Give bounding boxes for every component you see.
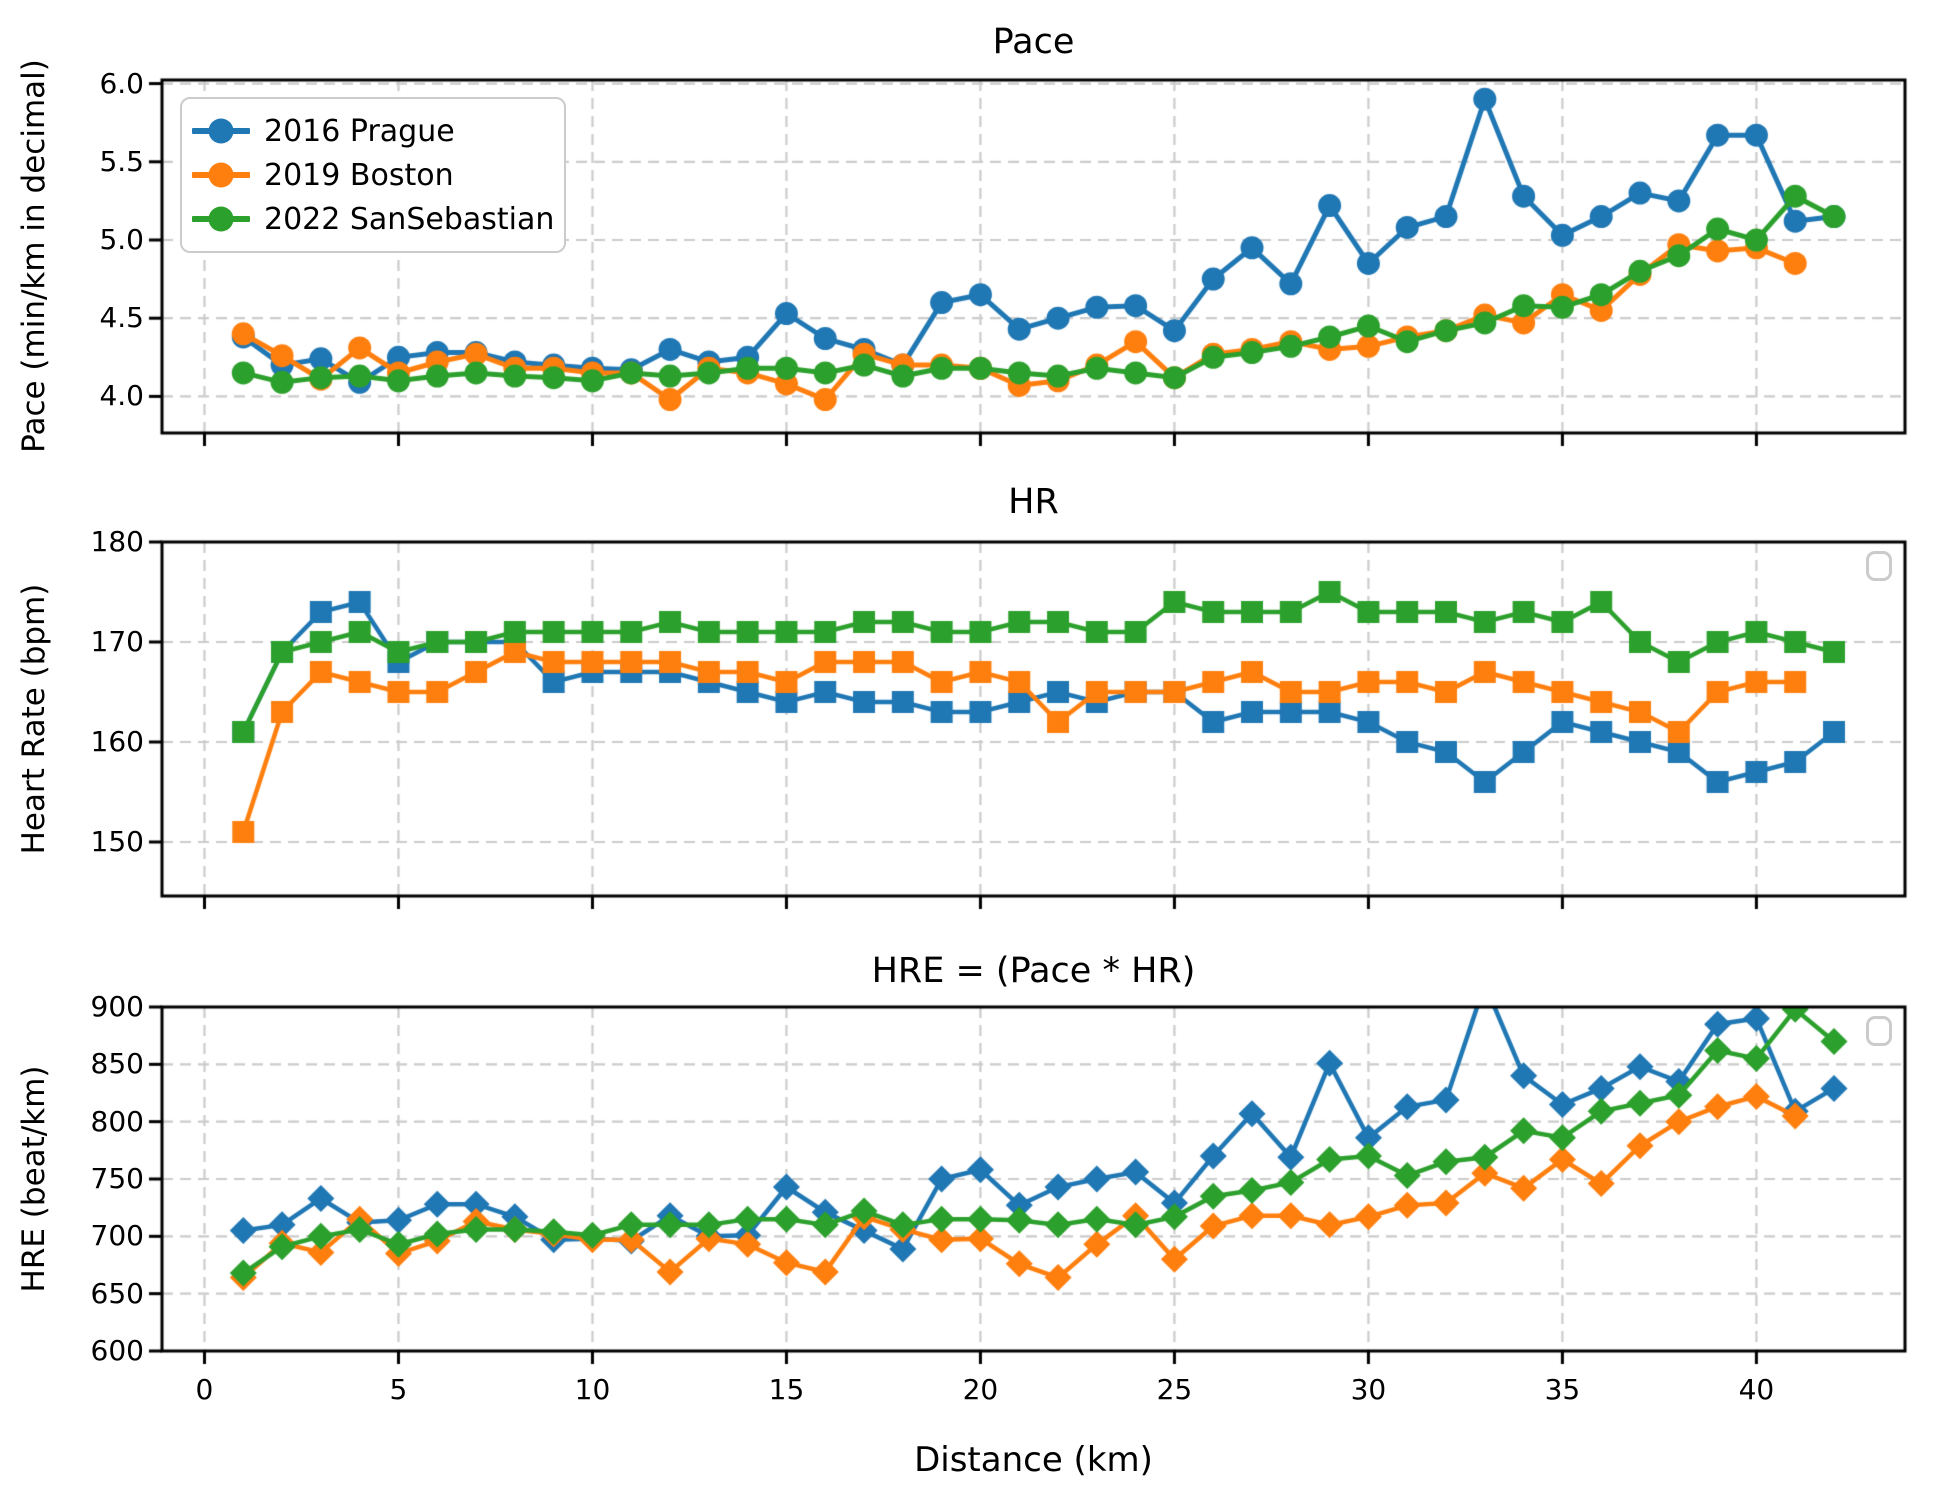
x-tick-label: 10 bbox=[574, 1373, 611, 1406]
legend-dot-icon bbox=[208, 118, 234, 144]
empty-legend-box-hr bbox=[1866, 551, 1892, 581]
hr-ylabel: Heart Rate (bpm) bbox=[16, 583, 52, 855]
x-tick-label: 35 bbox=[1544, 1373, 1581, 1406]
hre-ytick-label: 600 bbox=[90, 1334, 144, 1367]
hre-ytick-label: 700 bbox=[90, 1219, 144, 1253]
x-tick-label: 0 bbox=[195, 1373, 214, 1406]
x-tick-label: 5 bbox=[389, 1373, 408, 1406]
legend-item: 2022 SanSebastian bbox=[190, 197, 564, 241]
empty-legend-box-hre bbox=[1866, 1016, 1892, 1046]
legend-label: 2016 Prague bbox=[264, 113, 455, 149]
x-axis-label: Distance (km) bbox=[914, 1440, 1153, 1480]
pace-ytick-label: 6.0 bbox=[99, 66, 144, 100]
hre-ytick-label: 750 bbox=[90, 1162, 144, 1195]
hr-ytick-label: 180 bbox=[90, 525, 144, 558]
legend-label: 2022 SanSebastian bbox=[264, 201, 555, 237]
legend: 2016 Prague 2019 Boston 2022 SanSebastian bbox=[180, 97, 566, 253]
x-tick-label: 20 bbox=[962, 1373, 999, 1406]
legend-item: 2016 Prague bbox=[190, 109, 564, 153]
pace-ytick-label: 5.0 bbox=[99, 222, 144, 256]
hre-ytick-label: 850 bbox=[90, 1047, 144, 1081]
hr-ytick-label: 160 bbox=[90, 725, 144, 758]
pace-ytick-label: 4.0 bbox=[99, 379, 144, 413]
legend-marker-icon bbox=[192, 118, 250, 144]
hre-ytick-label: 650 bbox=[90, 1276, 144, 1310]
legend-dot-icon bbox=[208, 162, 234, 188]
x-tick-label: 25 bbox=[1156, 1373, 1193, 1406]
x-tick-label: 30 bbox=[1350, 1373, 1387, 1406]
hr-title: HR bbox=[1008, 482, 1059, 522]
x-tick-label: 40 bbox=[1738, 1373, 1775, 1406]
pace-title: Pace bbox=[992, 22, 1075, 62]
hr-ytick-label: 150 bbox=[90, 825, 144, 858]
legend-label: 2019 Boston bbox=[264, 157, 454, 193]
hr-ytick-label: 170 bbox=[90, 625, 144, 658]
legend-marker-icon bbox=[192, 162, 250, 188]
hre-ytick-label: 900 bbox=[90, 990, 144, 1023]
hre-ytick-label: 800 bbox=[90, 1104, 144, 1138]
legend-marker-icon bbox=[192, 206, 250, 232]
x-tick-label: 15 bbox=[768, 1373, 805, 1406]
legend-dot-icon bbox=[208, 206, 234, 232]
legend-item: 2019 Boston bbox=[190, 153, 564, 197]
hre-title: HRE = (Pace * HR) bbox=[871, 951, 1196, 991]
pace-ytick-label: 5.5 bbox=[99, 144, 144, 178]
pace-ytick-label: 4.5 bbox=[99, 301, 144, 335]
